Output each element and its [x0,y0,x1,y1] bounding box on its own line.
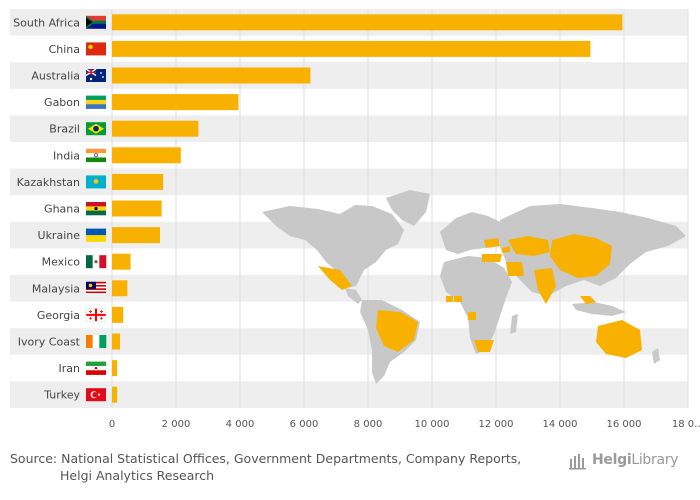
bar-ukraine[interactable] [112,227,160,244]
bar-georgia[interactable] [112,306,124,323]
category-label: Ghana [44,203,80,216]
bar-iran[interactable] [112,360,118,377]
australia-flag-icon [85,68,106,82]
bar-turkey[interactable] [112,386,118,403]
bar-china[interactable] [112,40,591,57]
map-highlight-india [534,268,556,304]
bars [112,14,623,403]
map-highlight-kazakhstan [508,236,550,256]
helgi-library-logo[interactable]: HelgiLibrary [568,448,692,472]
source-note: Source: National Statistical Offices, Go… [10,450,550,484]
logo-text: HelgiLibrary [592,452,679,468]
category-label: Ukraine [38,229,81,242]
category-label: Mexico [42,256,81,269]
malaysia-flag-icon [86,281,106,295]
map-highlight-south-africa [474,340,494,352]
x-tick-label: 16 000 [607,419,642,430]
row-band [10,381,688,408]
category-label: Turkey [43,389,80,402]
category-label: Gabon [44,96,80,109]
china-flag-icon [86,42,106,56]
category-label: Kazakhstan [17,176,80,189]
map-highlight-ukraine [484,238,500,248]
x-tick-label: 0 [109,419,115,430]
x-tick-label: 14 000 [543,419,578,430]
category-label: India [53,149,80,162]
row-band [10,328,688,355]
x-tick-label: 12 000 [479,419,514,430]
flags [85,15,107,402]
ukraine-flag-icon [86,228,106,242]
x-tick-label: 6 000 [290,419,319,430]
map-greenland [386,190,430,226]
turkey-flag-icon [86,388,106,402]
category-labels: South Africa China Australia Gabon Brazil Ind… [13,16,81,401]
category-label: Brazil [49,123,80,136]
map-indonesia [572,302,626,316]
category-label: Ivory Coast [18,336,81,349]
map-highlight-mexico [318,266,352,290]
map-highlight-malaysia [580,296,596,304]
bar-ghana[interactable] [112,200,162,217]
map-africa [440,256,512,354]
map-highlight-australia [596,320,642,358]
map-highlight-georgia [502,246,510,253]
map-new-zealand [652,348,660,364]
ivory-coast-flag-icon [86,335,107,348]
map-highlights [318,234,642,358]
bar-south-africa[interactable] [112,14,623,31]
source-line-1: Source: National Statistical Offices, Go… [10,451,522,466]
logo-brand-light: Library [631,452,679,468]
map-highlight-brazil [376,310,418,352]
x-axis-ticks: 0 2 000 4 000 6 000 8 000 10 000 12 000 14 000 1… [109,419,700,430]
category-label: Malaysia [32,282,80,295]
georgia-flag-icon [85,308,107,322]
iran-flag-icon [86,361,106,375]
map-highlight-ghana [454,296,462,302]
gabon-flag-icon [86,95,106,109]
x-tick-label: 4 000 [226,419,255,430]
bar-chart: South Africa China Australia Gabon Brazil Ind… [10,9,700,430]
brazil-flag-icon [86,122,106,136]
bar-brazil[interactable] [112,120,199,137]
logo-brand-bold: Helgi [592,452,632,468]
bar-india[interactable] [112,147,181,164]
category-label: Iran [59,362,81,375]
bar-australia[interactable] [112,67,311,84]
library-building-icon [569,454,586,470]
bar-kazakhstan[interactable] [112,173,164,190]
map-highlight-china [550,234,612,278]
kazakhstan-flag-icon [86,175,106,189]
bar-mexico[interactable] [112,253,131,270]
x-tick-label: 18 0… [672,419,700,430]
x-tick-label: 10 000 [415,419,450,430]
category-label: Georgia [37,309,80,322]
map-highlight-turkey [482,254,502,262]
map-highlight-ivory-coast [446,296,453,302]
x-tick-label: 2 000 [162,419,191,430]
bar-gabon[interactable] [112,94,239,111]
india-flag-icon [86,148,106,163]
south-africa-flag-icon [86,15,106,29]
bar-ivory-coast[interactable] [112,333,120,350]
bar-malaysia[interactable] [112,280,128,297]
map-madagascar [510,314,518,334]
x-tick-label: 8 000 [354,419,383,430]
map-north-america [262,205,404,288]
category-label: Australia [31,70,80,83]
category-label: South Africa [13,16,80,29]
source-line-2: Helgi Analytics Research [60,468,215,483]
map-central-america [345,288,362,304]
mexico-flag-icon [86,255,107,269]
map-highlight-iran [506,262,524,276]
map-highlight-gabon [468,312,476,320]
category-label: China [49,43,80,56]
ghana-flag-icon [86,202,106,216]
